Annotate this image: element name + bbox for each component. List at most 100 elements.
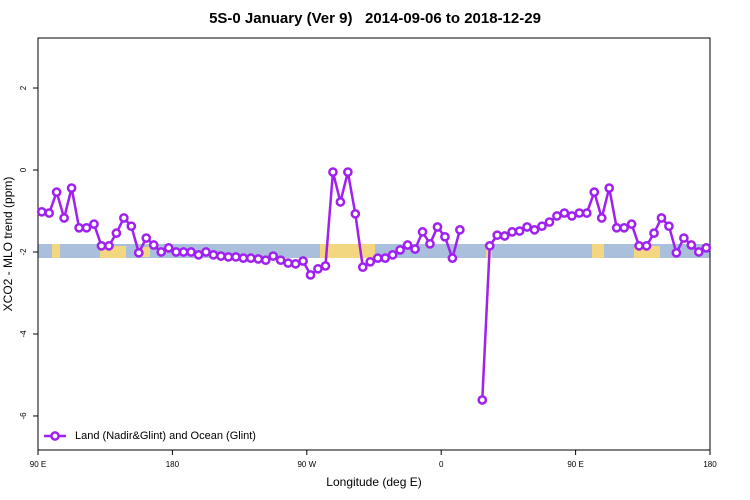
y-axis-label: XCO2 - MLO trend (ppm) [1,177,15,312]
y-tick-label: 0 [19,167,28,172]
data-point [656,213,667,223]
data-point [89,219,99,229]
data-point [626,219,637,229]
data-point [275,255,286,266]
data-point [290,259,301,269]
data-point [552,211,562,221]
data-point [395,245,405,255]
data-point [425,238,435,249]
x-tick-label: 180 [703,460,717,469]
data-point [74,222,84,233]
data-point [156,247,167,257]
data-point [544,217,555,227]
data-point [679,233,689,243]
x-tick-label: 90 E [30,460,46,469]
data-point [514,226,525,236]
data-point [186,247,196,257]
data-point [163,243,174,253]
y-tick-label: -6 [19,412,28,420]
data-point [66,183,77,193]
data-point [96,240,107,251]
data-point [216,251,226,261]
x-tick-label: 180 [166,460,180,469]
data-point [268,251,279,261]
data-point [208,250,219,260]
data-point [283,258,293,268]
data-point [440,231,450,242]
data-point [245,253,256,263]
legend-marker [50,431,60,441]
data-point [193,250,204,260]
data-point [372,253,383,263]
data-point [231,252,241,262]
data-point [104,240,114,251]
data-point [357,262,368,273]
chart-title: 5S-0 January (Ver 9) 2014-09-06 to 2018-… [209,10,541,27]
series-line [41,171,707,401]
data-point [119,213,129,223]
data-point [417,227,428,237]
data-point [693,247,704,257]
data-point [44,208,55,218]
data-point [619,222,629,233]
data-point [365,256,376,267]
y-tick-label: -4 [19,330,28,338]
x-axis-label: Longitude (deg E) [326,475,421,489]
data-point [529,225,540,235]
data-point [410,244,420,254]
data-point [298,256,308,266]
data-point [581,208,592,218]
data-point [492,230,503,241]
data-point [253,254,264,264]
data-point [328,167,338,177]
data-point [81,222,92,233]
data-point [447,253,458,263]
data-point [596,213,607,223]
data-point [313,263,323,274]
data-point [484,240,495,251]
data-point [59,213,69,223]
x-tick-label: 90 W [297,460,316,469]
data-point [671,247,682,258]
data-point [343,167,353,177]
data-point [686,240,697,250]
data-point [51,187,62,197]
data-point [664,221,674,232]
data-point [387,250,398,260]
data-point [260,255,271,266]
data-point [350,209,361,219]
data-point [432,222,443,232]
data-point [133,247,144,258]
data-point [402,240,413,250]
data-point [611,222,622,233]
legend-label: Land (Nadir&Glint) and Ocean (Glint) [75,430,256,442]
data-point [171,247,181,257]
data-point [141,233,152,243]
data-point [641,240,652,251]
data-point [537,221,547,232]
x-tick-label: 0 [439,460,444,469]
data-point [223,252,234,262]
data-point [604,183,615,193]
data-point [649,228,659,238]
data-point [522,222,532,232]
data-point [574,208,585,218]
data-point [559,208,570,218]
data-point [36,206,47,217]
data-point [507,227,517,237]
data-point [178,247,189,257]
data-point [477,395,488,405]
data-point [238,253,249,263]
data-point [567,211,577,221]
data-point [320,261,331,271]
data-point [335,197,346,207]
data-point [455,225,465,235]
data-point [589,187,600,197]
data-point [634,240,644,251]
data-point [380,253,391,263]
data-point [305,270,316,280]
plot-frame [37,37,711,451]
data-point [148,240,159,250]
